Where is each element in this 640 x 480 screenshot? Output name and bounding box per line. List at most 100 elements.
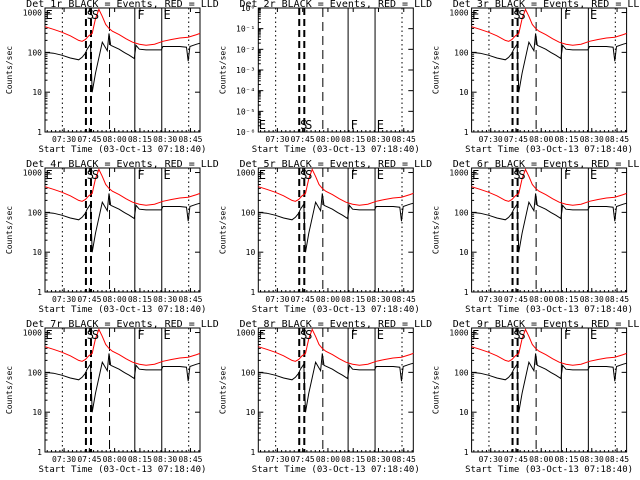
- x-axis-label: Start Time (03-Oct-13 07:18:40): [465, 465, 633, 475]
- y-tick-label: 100: [454, 48, 469, 57]
- plot-frame: [257, 327, 414, 453]
- x-tick-label: 07:45: [504, 455, 528, 464]
- y-tick-label: 10: [459, 248, 469, 257]
- lld-series-line: [258, 168, 414, 206]
- x-tick-label: 07:30: [265, 295, 289, 304]
- x-tick-label: 07:30: [52, 295, 76, 304]
- time-marker-label: E: [377, 328, 384, 342]
- x-tick-label: 08:15: [554, 455, 578, 464]
- y-tick-label: 10⁻³: [236, 66, 255, 75]
- time-marker-label: S: [305, 168, 312, 182]
- time-marker-label: F: [351, 328, 358, 342]
- y-tick-label: 1: [464, 128, 469, 137]
- time-marker-label: E: [472, 328, 479, 342]
- time-marker-label: S: [518, 8, 525, 22]
- x-tick-label: 08:15: [554, 135, 578, 144]
- plot-frame: [257, 167, 414, 293]
- x-tick-label: 08:45: [392, 135, 416, 144]
- x-axis-label: Start Time (03-Oct-13 07:18:40): [465, 145, 633, 155]
- x-tick-label: 07:30: [265, 135, 289, 144]
- x-tick-label: 08:45: [178, 135, 202, 144]
- y-tick-label: 100: [241, 208, 256, 217]
- y-tick-label: 100: [454, 208, 469, 217]
- time-marker-label: E: [590, 8, 597, 22]
- events-series-line: [258, 353, 414, 413]
- time-marker-label: F: [564, 8, 571, 22]
- x-tick-label: 08:45: [605, 295, 629, 304]
- time-marker-label: E: [377, 118, 384, 132]
- x-tick-label: 08:15: [128, 455, 152, 464]
- panel-title: Det 9r BLACK = Events, RED = LLD: [453, 319, 640, 330]
- x-tick-label: 08:30: [580, 135, 604, 144]
- time-marker-label: F: [564, 168, 571, 182]
- y-tick-label: 100: [28, 208, 43, 217]
- panel-title: Det 3r BLACK = Events, RED = LLD: [453, 0, 640, 10]
- lld-series-line: [471, 8, 627, 46]
- y-tick-label: 10: [459, 408, 469, 417]
- time-marker-label: F: [564, 328, 571, 342]
- y-tick-label: 10: [246, 248, 256, 257]
- panel-title: Det 5r BLACK = Events, RED = LLD: [239, 159, 432, 170]
- time-marker-label: S: [513, 328, 520, 342]
- panel-title: Det 7r BLACK = Events, RED = LLD: [26, 319, 219, 330]
- time-marker-label: F: [137, 168, 144, 182]
- plot-frame: [257, 7, 414, 133]
- x-tick-label: 08:30: [366, 455, 390, 464]
- events-series-line: [258, 193, 414, 253]
- y-tick-label: 1000: [449, 9, 468, 18]
- y-tick-label: 1000: [23, 9, 42, 18]
- lld-series-line: [44, 168, 201, 206]
- events-series-line: [471, 193, 627, 253]
- y-axis-label: Counts/sec: [432, 366, 441, 414]
- x-tick-label: 08:00: [529, 455, 553, 464]
- x-tick-label: 07:45: [291, 135, 315, 144]
- x-tick-label: 08:00: [103, 295, 127, 304]
- x-tick-label: 08:30: [580, 455, 604, 464]
- x-tick-label: 07:45: [77, 455, 101, 464]
- time-marker-label: S: [518, 168, 525, 182]
- y-axis-label: Counts/sec: [5, 206, 14, 254]
- y-tick-label: 1: [464, 288, 469, 297]
- y-tick-label: 1000: [23, 169, 42, 178]
- x-axis-label: Start Time (03-Oct-13 07:18:40): [39, 465, 207, 475]
- x-tick-label: 07:45: [291, 295, 315, 304]
- y-axis-label: Counts/sec: [5, 366, 14, 414]
- x-tick-label: 08:45: [392, 295, 416, 304]
- y-tick-label: 10⁻²: [236, 45, 255, 54]
- y-tick-label: 1: [37, 128, 42, 137]
- lld-series-line: [471, 328, 627, 366]
- x-tick-label: 08:30: [366, 295, 390, 304]
- time-marker-label: F: [351, 168, 358, 182]
- x-tick-label: 08:45: [392, 455, 416, 464]
- y-tick-label: 10⁻⁵: [236, 107, 255, 116]
- y-axis-label: Counts/sec: [5, 46, 14, 94]
- y-tick-label: 1: [464, 448, 469, 457]
- x-axis-label: Start Time (03-Oct-13 07:18:40): [252, 465, 420, 475]
- y-tick-label: 1: [37, 288, 42, 297]
- panel-det-1: Det 1r BLACK = Events, RED = LLD 07:30 07:…: [5, 0, 219, 155]
- y-tick-label: 1000: [236, 329, 255, 338]
- time-marker-label: S: [87, 8, 94, 22]
- y-axis-label: Counts/sec: [218, 206, 227, 254]
- time-marker-label: E: [163, 328, 170, 342]
- y-tick-label: 1: [250, 448, 255, 457]
- x-tick-label: 08:15: [554, 295, 578, 304]
- panel-title: Det 4r BLACK = Events, RED = LLD: [26, 159, 219, 170]
- x-tick-label: 08:15: [128, 295, 152, 304]
- x-axis-label: Start Time (03-Oct-13 07:18:40): [252, 305, 420, 315]
- panel-det-8: Det 8r BLACK = Events, RED = LLD 07:30 07:…: [218, 319, 432, 475]
- time-marker-label: F: [137, 328, 144, 342]
- time-marker-label: F: [351, 118, 358, 132]
- time-marker-label: E: [377, 168, 384, 182]
- events-series-line: [471, 353, 627, 413]
- y-tick-label: 1000: [23, 329, 42, 338]
- x-tick-label: 08:30: [153, 295, 177, 304]
- plot-frame: [471, 167, 628, 293]
- time-marker-label: E: [46, 328, 53, 342]
- y-axis-label: Counts/sec: [432, 46, 441, 94]
- x-tick-label: 07:30: [52, 135, 76, 144]
- y-tick-label: 10: [246, 408, 256, 417]
- x-tick-label: 08:00: [529, 135, 553, 144]
- x-tick-label: 07:30: [479, 455, 503, 464]
